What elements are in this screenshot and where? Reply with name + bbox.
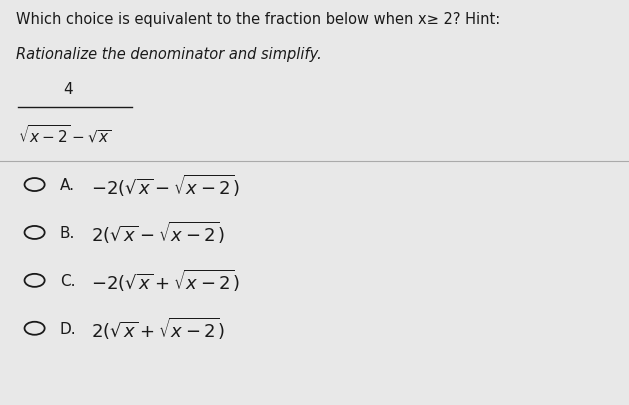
Text: D.: D. [60, 321, 76, 336]
Text: B.: B. [60, 226, 75, 240]
Text: A.: A. [60, 178, 75, 192]
Text: C.: C. [60, 273, 75, 288]
Text: $-2(\sqrt{x}+\sqrt{x-2})$: $-2(\sqrt{x}+\sqrt{x-2})$ [91, 268, 240, 294]
Text: $\sqrt{x-2}-\sqrt{x}$: $\sqrt{x-2}-\sqrt{x}$ [18, 124, 111, 145]
Text: $2(\sqrt{x}-\sqrt{x-2})$: $2(\sqrt{x}-\sqrt{x-2})$ [91, 220, 225, 246]
Text: $-2(\sqrt{x}-\sqrt{x-2})$: $-2(\sqrt{x}-\sqrt{x-2})$ [91, 172, 240, 198]
Text: Which choice is equivalent to the fraction below when x≥ 2? Hint:: Which choice is equivalent to the fracti… [16, 12, 500, 27]
Text: Rationalize the denominator and simplify.: Rationalize the denominator and simplify… [16, 47, 321, 62]
Text: $4$: $4$ [63, 81, 74, 97]
Text: $2(\sqrt{x}+\sqrt{x-2})$: $2(\sqrt{x}+\sqrt{x-2})$ [91, 315, 225, 341]
